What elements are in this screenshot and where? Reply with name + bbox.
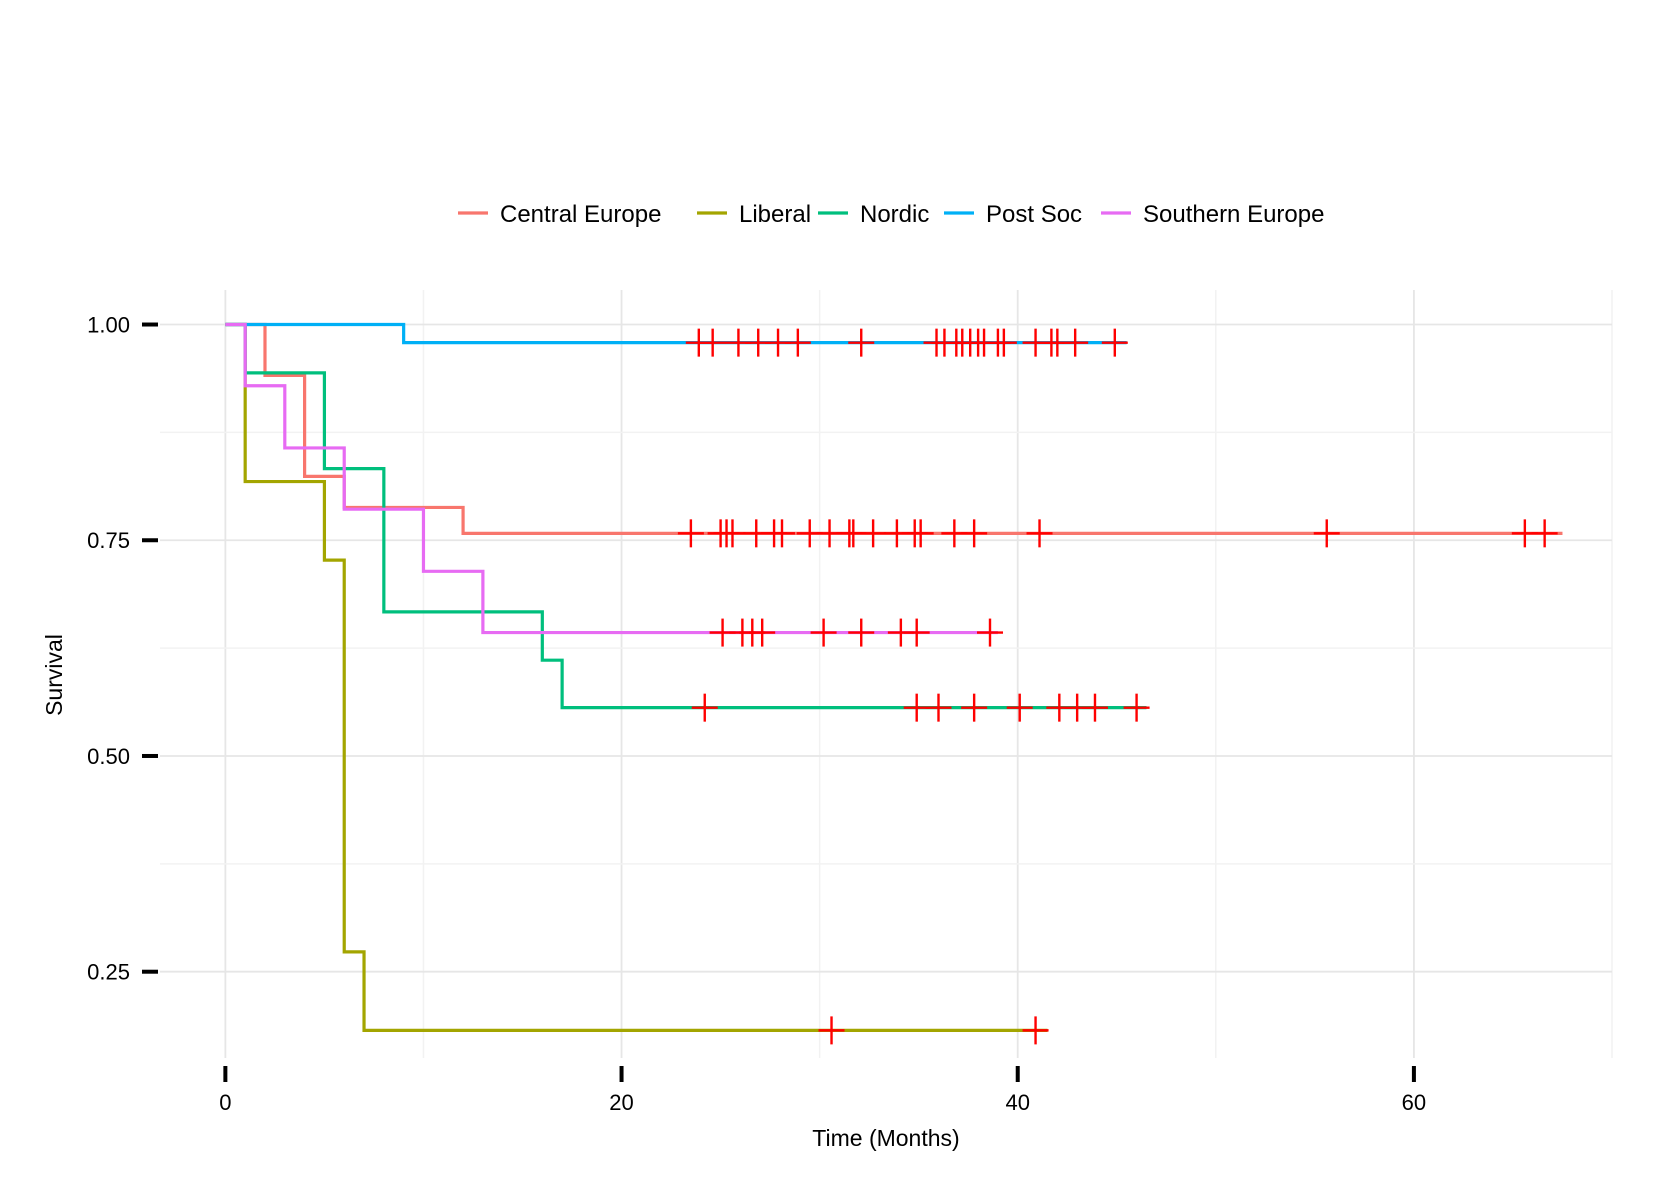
series-lines bbox=[225, 322, 1563, 1032]
x-axis-tick-label: 40 bbox=[1005, 1090, 1029, 1115]
series-line-nordic bbox=[225, 322, 1147, 710]
legend-label: Nordic bbox=[860, 201, 929, 228]
legend: Central Europe Liberal Nordic Post Soc South… bbox=[458, 201, 1324, 228]
y-axis-tick-label: 0.25 bbox=[87, 960, 130, 985]
series-line-southern-europe bbox=[225, 322, 998, 635]
censor-marks bbox=[677, 328, 1558, 1045]
x-axis-tick-label: 60 bbox=[1402, 1090, 1426, 1115]
series-line-liberal bbox=[225, 322, 1048, 1032]
x-axis-tick-label: 0 bbox=[219, 1090, 231, 1115]
y-axis-title: Survival bbox=[41, 634, 67, 716]
legend-label: Central Europe bbox=[500, 201, 661, 228]
legend-label: Southern Europe bbox=[1143, 201, 1324, 228]
y-axis-tick-label: 1.00 bbox=[87, 313, 130, 338]
legend-label: Post Soc bbox=[986, 201, 1082, 228]
grid-lines bbox=[160, 290, 1613, 1058]
series-line-central-europe bbox=[225, 322, 1563, 535]
x-axis-tick-label: 20 bbox=[609, 1090, 633, 1115]
series-line-post-soc bbox=[225, 322, 1127, 345]
legend-label: Liberal bbox=[739, 201, 811, 228]
y-axis-tick-label: 0.75 bbox=[87, 528, 130, 553]
y-axis-tick-label: 0.50 bbox=[87, 744, 130, 769]
x-axis-title: Time (Months) bbox=[812, 1125, 959, 1151]
axes: 0 20 40 60 0.25 0.50 0.75 1.00 bbox=[87, 313, 1426, 1115]
